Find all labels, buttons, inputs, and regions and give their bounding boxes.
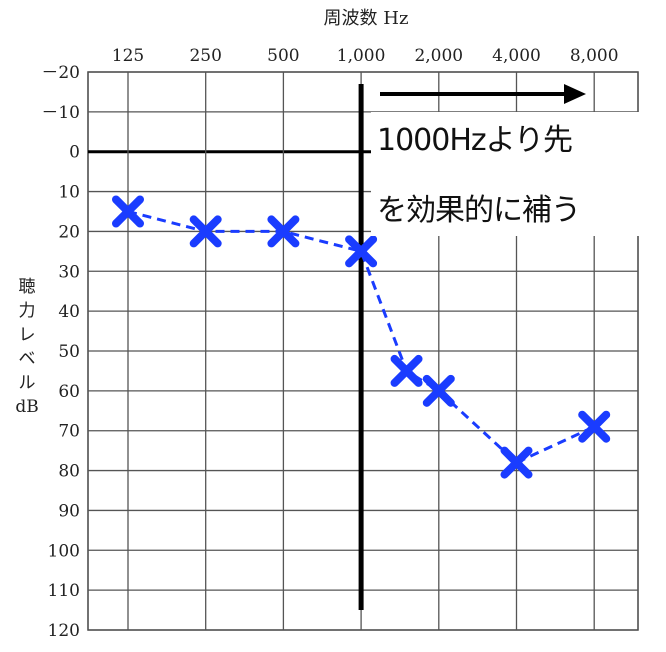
y-tick-label: －10 xyxy=(41,103,80,123)
x-tick-label: 4,000 xyxy=(492,46,541,66)
marker-stroke xyxy=(500,446,533,479)
x-tick-label: 500 xyxy=(267,46,299,66)
annotation-line-1: 1000Hzより先 xyxy=(377,123,572,158)
marker-stroke xyxy=(422,374,455,407)
annotation: 1000Hzより先 を効果的に補う xyxy=(371,84,639,236)
y-axis-label-char: ベ xyxy=(19,349,36,369)
y-tick-label: －20 xyxy=(41,63,80,83)
x-tick-label: 2,000 xyxy=(414,46,463,66)
y-tick-label: 120 xyxy=(48,621,80,641)
data-point-marker xyxy=(345,235,378,268)
y-axis-label-char: 力 xyxy=(19,301,36,321)
y-tick-label: 40 xyxy=(58,302,80,322)
y-tick-label: 10 xyxy=(58,183,80,203)
marker-stroke xyxy=(345,235,378,268)
data-point-marker xyxy=(578,410,611,443)
marker-stroke xyxy=(578,410,611,443)
y-tick-label: 80 xyxy=(58,462,80,482)
y-tick-label: 110 xyxy=(48,581,80,601)
y-axis-label-char: ル xyxy=(19,373,36,393)
y-axis-label-char: dB xyxy=(15,397,38,417)
annotation-line-2: を効果的に補う xyxy=(377,193,580,228)
series-line xyxy=(127,210,595,465)
y-tick-label: 60 xyxy=(58,382,80,402)
x-tick-labels: 125 250 500 1,000 2,000 4,000 8,000 xyxy=(112,46,619,66)
data-point-marker xyxy=(112,195,144,228)
y-tick-label: 100 xyxy=(48,541,80,561)
y-tick-label: 30 xyxy=(58,262,80,282)
y-tick-label: 0 xyxy=(69,143,80,163)
marker-stroke xyxy=(390,354,423,387)
data-point-marker xyxy=(500,446,533,479)
marker-stroke xyxy=(267,215,300,248)
y-tick-label: 50 xyxy=(58,342,80,362)
y-tick-label: 20 xyxy=(58,222,80,242)
x-tick-label: 125 xyxy=(112,46,144,66)
y-tick-label: 90 xyxy=(58,501,80,521)
y-tick-labels: －20 －10 0 10 20 30 40 50 60 70 80 90 100 110 120 xyxy=(41,63,80,641)
x-tick-label: 250 xyxy=(189,46,221,66)
chart-title: 周波数 Hz xyxy=(324,8,409,29)
y-axis-label-char: 聴 xyxy=(19,277,36,297)
y-tick-label: 70 xyxy=(58,422,80,442)
data-point-marker xyxy=(422,374,455,407)
data-point-marker xyxy=(390,354,423,387)
series-hearing-level xyxy=(112,195,611,479)
data-point-marker xyxy=(189,215,222,248)
annotation-box xyxy=(371,112,639,236)
marker-stroke xyxy=(189,215,222,248)
marker-stroke xyxy=(112,195,144,228)
data-point-marker xyxy=(267,215,300,248)
x-tick-label: 8,000 xyxy=(570,46,619,66)
y-axis-label-char: レ xyxy=(19,325,36,345)
x-tick-label: 1,000 xyxy=(337,46,386,66)
annotation-arrow-head xyxy=(564,84,586,104)
